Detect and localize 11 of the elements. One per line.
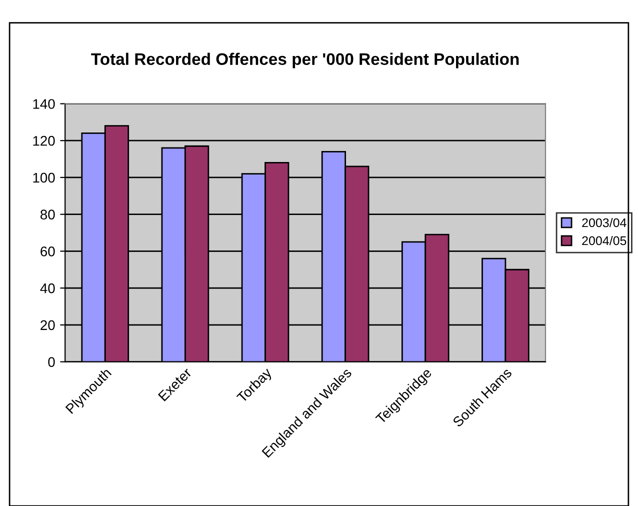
legend-label: 2003/04 [582, 218, 626, 228]
y-tick-label: 40 [40, 283, 55, 294]
chart-title: Total Recorded Offences per '000 Resident Population [91, 52, 519, 68]
legend-label: 2004/05 [582, 236, 626, 246]
y-tick-label: 100 [33, 172, 55, 183]
y-tick-label: 140 [33, 99, 55, 109]
y-tick-label: 120 [33, 136, 55, 146]
y-tick-label: 0 [48, 357, 55, 367]
y-tick-label: 60 [40, 246, 55, 256]
y-tick-label: 20 [40, 320, 55, 330]
y-tick-label: 80 [40, 210, 55, 220]
